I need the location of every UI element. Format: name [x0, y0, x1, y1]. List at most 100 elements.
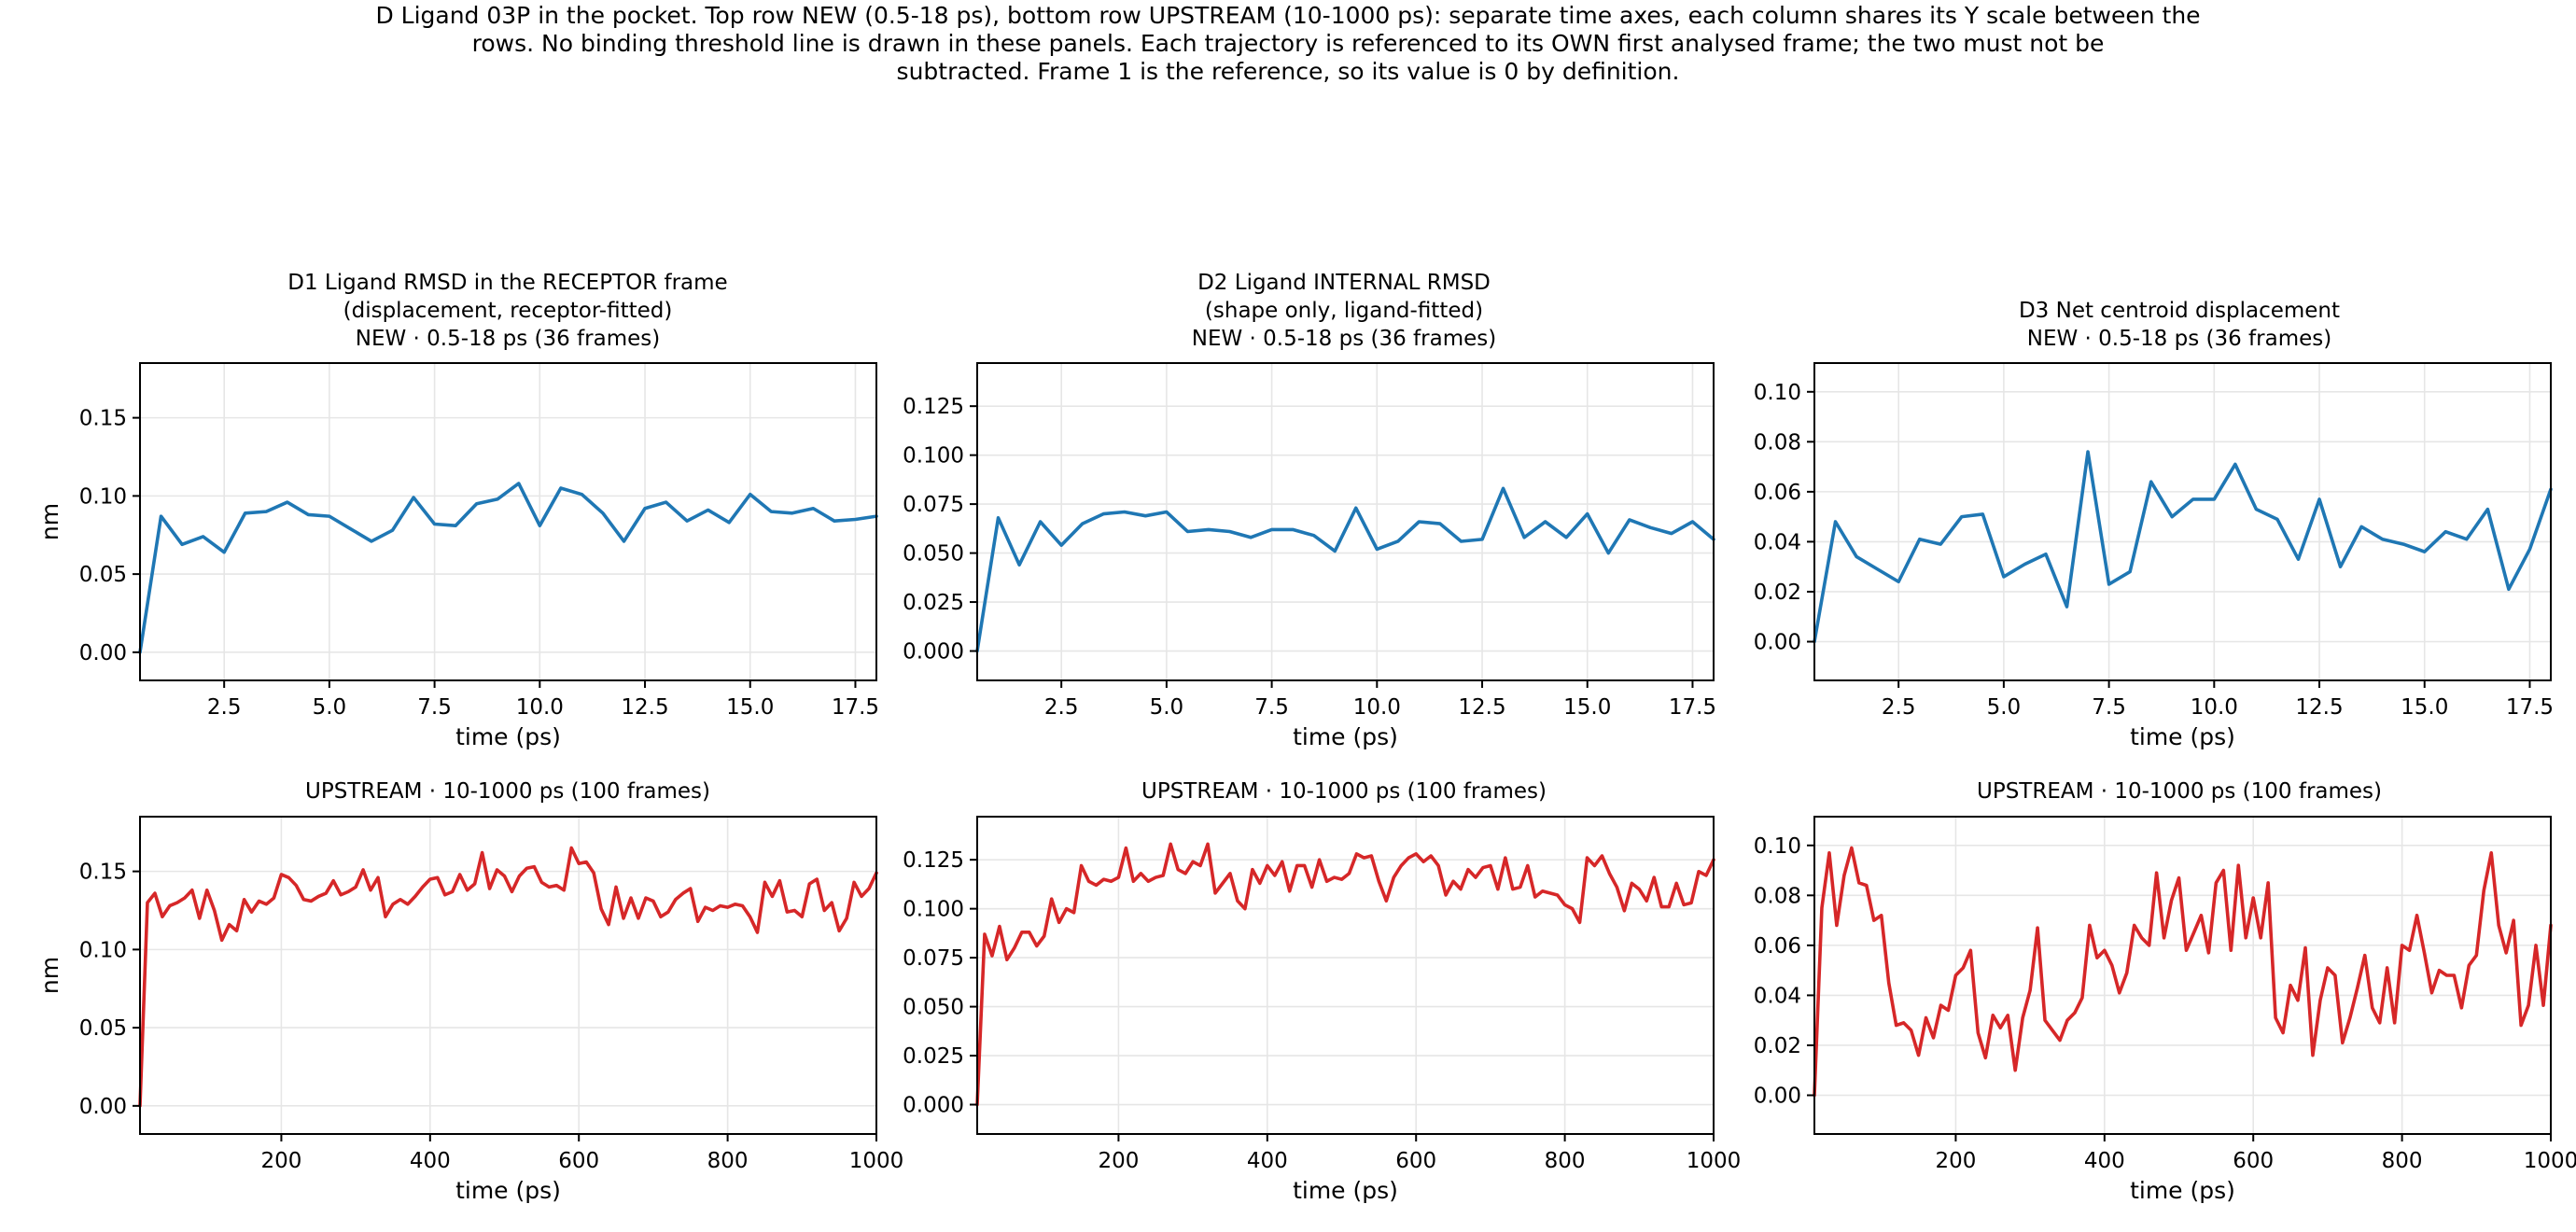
x-axis-label: time (ps) [2130, 723, 2235, 750]
panel-title-line: D2 Ligand INTERNAL RMSD [1197, 271, 1491, 295]
x-axis-label: time (ps) [455, 723, 561, 750]
y-axis-label: nm [36, 503, 63, 540]
y-tick-label: 0.04 [1754, 530, 1801, 554]
plot-panel-2: 2.5 5.0 7.5 10.0 12.5 15.0 17.5 0.000 0.025 0.050… [903, 362, 1716, 750]
y-tick-label: 0.06 [1754, 934, 1801, 959]
y-tick-label: 0.00 [1754, 631, 1801, 655]
y-tick-label: 0.15 [79, 407, 127, 431]
plot-panel-1: 2.5 5.0 7.5 10.0 12.5 15.0 17.5 0.00 0.05 0.10 0.1… [36, 362, 879, 750]
y-tick-label: 0.000 [903, 640, 964, 665]
series-line [1813, 450, 2553, 644]
x-tick-label: 10.0 [516, 695, 564, 720]
axes-frame [139, 362, 877, 681]
y-tick-label: 0.10 [79, 484, 127, 509]
y-tick-label: 0.100 [903, 898, 964, 922]
y-tick-label: 0.050 [903, 542, 964, 567]
x-tick-label: 800 [2382, 1149, 2423, 1173]
panel-title-upstream-1: UPSTREAM · 10-1000 ps (100 frames) [134, 777, 881, 805]
y-tick-label: 0.075 [903, 493, 964, 517]
y-tick-label: 0.10 [1754, 381, 1801, 405]
x-tick-label: 15.0 [2401, 695, 2448, 720]
plot-panel-4: 200 400 600 800 1000 0.00 0.05 0.10 0.15 time (ps… [36, 816, 904, 1204]
y-tick-label: 0.02 [1754, 1034, 1801, 1058]
x-tick-label: 5.0 [1987, 695, 2022, 720]
y-tick-label: 0.08 [1754, 884, 1801, 908]
x-tick-label: 400 [2084, 1149, 2125, 1173]
x-tick-label: 7.5 [417, 695, 452, 720]
axes-frame [1813, 362, 2552, 681]
y-tick-label: 0.08 [1754, 430, 1801, 455]
panel-title-line: UPSTREAM · 10-1000 ps (100 frames) [1976, 779, 2383, 804]
panel-title-line: NEW · 0.5-18 ps (36 frames) [355, 327, 661, 351]
x-tick-label: 17.5 [2506, 695, 2554, 720]
y-tick-label: 0.125 [903, 395, 964, 419]
figure-suptitle: D Ligand 03P in the pocket. Top row NEW … [355, 2, 2221, 86]
panel-title-d2: D2 Ligand INTERNAL RMSD (shape only, lig… [971, 269, 1717, 353]
x-tick-label: 2.5 [207, 695, 242, 720]
x-tick-label: 7.5 [1254, 695, 1289, 720]
suptitle-line-1: D Ligand 03P in the pocket. Top row NEW … [375, 2, 2201, 29]
x-tick-label: 12.5 [621, 695, 668, 720]
panel-title-d3: D3 Net centroid displacement NEW · 0.5-1… [1806, 297, 2553, 353]
x-tick-label: 10.0 [1353, 695, 1401, 720]
y-tick-label: 0.050 [903, 996, 964, 1020]
y-tick-label: 0.000 [903, 1094, 964, 1118]
x-tick-label: 5.0 [313, 695, 347, 720]
panel-title-d1: D1 Ligand RMSD in the RECEPTOR frame (di… [134, 269, 881, 353]
y-tick-label: 0.025 [903, 591, 964, 615]
x-tick-label: 17.5 [832, 695, 879, 720]
x-tick-label: 10.0 [2191, 695, 2238, 720]
y-tick-label: 0.10 [79, 938, 127, 962]
x-tick-label: 2.5 [1044, 695, 1079, 720]
x-tick-label: 600 [1395, 1149, 1436, 1173]
y-tick-label: 0.02 [1754, 581, 1801, 605]
series-line [138, 846, 878, 1108]
series-line [975, 486, 1715, 653]
panel-title-upstream-3: UPSTREAM · 10-1000 ps (100 frames) [1806, 777, 2553, 805]
panel-title-line: NEW · 0.5-18 ps (36 frames) [1191, 327, 1497, 351]
x-tick-label: 2.5 [1882, 695, 1916, 720]
y-tick-label: 0.00 [79, 641, 127, 665]
y-tick-label: 0.025 [903, 1044, 964, 1069]
y-tick-label: 0.15 [79, 861, 127, 885]
panel-title-line: D3 Net centroid displacement [2018, 299, 2341, 323]
y-tick-label: 0.10 [1754, 834, 1801, 859]
x-tick-label: 15.0 [1563, 695, 1611, 720]
x-tick-label: 1000 [849, 1149, 904, 1173]
series-line [138, 482, 878, 654]
x-tick-label: 200 [1098, 1149, 1139, 1173]
x-tick-label: 1000 [1687, 1149, 1742, 1173]
plot-panel-5: 200 400 600 800 1000 0.000 0.025 0.050 0.075 0.10… [903, 816, 1742, 1204]
x-tick-label: 12.5 [2295, 695, 2343, 720]
panel-title-upstream-2: UPSTREAM · 10-1000 ps (100 frames) [971, 777, 1717, 805]
x-tick-label: 600 [558, 1149, 599, 1173]
x-tick-label: 800 [1545, 1149, 1586, 1173]
x-tick-label: 5.0 [1150, 695, 1184, 720]
x-axis-label: time (ps) [2130, 1177, 2235, 1204]
x-tick-label: 7.5 [2092, 695, 2126, 720]
y-tick-label: 0.100 [903, 444, 964, 469]
x-tick-label: 200 [1935, 1149, 1976, 1173]
panel-title-line: (displacement, receptor-fitted) [343, 299, 673, 323]
y-tick-label: 0.06 [1754, 481, 1801, 505]
x-tick-label: 1000 [2524, 1149, 2576, 1173]
suptitle-line-2: rows. No binding threshold line is drawn… [471, 30, 2105, 57]
axes-frame [139, 816, 877, 1135]
x-tick-label: 400 [410, 1149, 451, 1173]
x-tick-label: 12.5 [1458, 695, 1505, 720]
panel-title-line: NEW · 0.5-18 ps (36 frames) [2026, 327, 2332, 351]
x-tick-label: 15.0 [726, 695, 774, 720]
axes-frame [976, 816, 1715, 1135]
panel-title-line: UPSTREAM · 10-1000 ps (100 frames) [1141, 779, 1547, 804]
y-tick-label: 0.05 [79, 563, 127, 587]
y-tick-label: 0.00 [1754, 1085, 1801, 1109]
panel-title-line: D1 Ligand RMSD in the RECEPTOR frame [287, 271, 728, 295]
axes-frame [1813, 816, 2552, 1135]
x-axis-label: time (ps) [455, 1177, 561, 1204]
x-tick-label: 17.5 [1669, 695, 1716, 720]
axes-frame [976, 362, 1715, 681]
y-tick-label: 0.00 [79, 1095, 127, 1119]
y-axis-label: nm [36, 957, 63, 994]
panel-title-line: (shape only, ligand-fitted) [1204, 299, 1484, 323]
